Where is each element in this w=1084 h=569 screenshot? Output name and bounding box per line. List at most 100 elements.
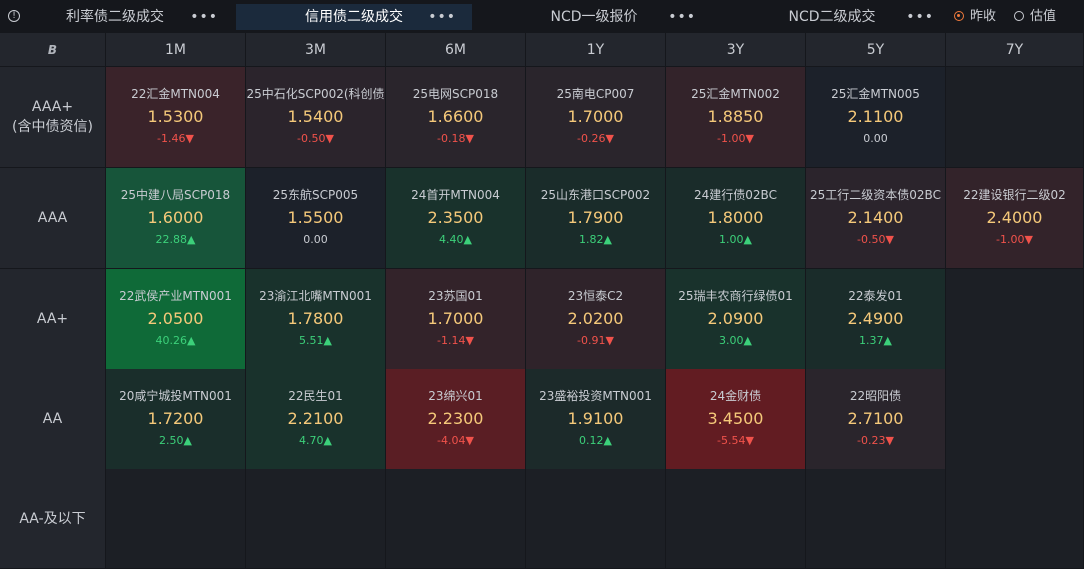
bond-name: 25中石化SCP002(科创债 xyxy=(246,87,385,101)
empty-cell xyxy=(946,369,1084,470)
bond-change: -1.46▼ xyxy=(157,132,194,145)
column-header-7y: 7Y xyxy=(946,33,1084,67)
bond-cell[interactable]: 22汇金MTN004 1.5300 -1.46▼ xyxy=(106,67,246,168)
bond-yield: 1.7000 xyxy=(567,107,624,126)
tab-ncd-secondary[interactable]: NCD二级成交 ••• xyxy=(714,4,950,30)
bond-name: 23苏国01 xyxy=(428,289,483,303)
radio-label: 估值 xyxy=(1030,9,1057,24)
row-header: AA-及以下 xyxy=(0,469,106,569)
bond-yield: 1.7000 xyxy=(427,309,484,328)
bond-yield: 1.8000 xyxy=(707,208,764,227)
bond-change: 1.37▲ xyxy=(859,334,892,347)
bond-name: 22民生01 xyxy=(288,389,343,403)
bond-name: 22武侯产业MTN001 xyxy=(119,289,232,303)
bond-logo-icon: B xyxy=(47,43,58,57)
bond-yield: 1.9100 xyxy=(567,409,624,428)
radio-valuation[interactable]: 估值 xyxy=(1014,8,1070,26)
bond-name: 24金财债 xyxy=(709,389,762,403)
radio-prev-close[interactable]: 昨收 xyxy=(954,8,1010,26)
empty-cell xyxy=(946,67,1084,168)
bond-cell[interactable]: 23渝江北嘴MTN001 1.7800 5.51▲ xyxy=(246,269,386,370)
bond-yield: 1.7900 xyxy=(567,208,624,227)
bond-yield: 1.6600 xyxy=(427,107,484,126)
bond-yield: 2.4900 xyxy=(847,309,904,328)
column-header-5y: 5Y xyxy=(806,33,946,67)
bond-cell[interactable]: 23苏国01 1.7000 -1.14▼ xyxy=(386,269,526,370)
more-options-icon[interactable]: ••• xyxy=(428,9,456,25)
more-options-icon[interactable]: ••• xyxy=(906,9,934,25)
tab-rate-bond-secondary[interactable]: 利率债二级成交 ••• xyxy=(26,4,234,30)
bond-yield: 1.7800 xyxy=(287,309,344,328)
bond-name: 25瑞丰农商行绿债01 xyxy=(678,289,793,303)
bond-change: -0.26▼ xyxy=(577,132,614,145)
bond-cell[interactable]: 25瑞丰农商行绿债01 2.0900 3.00▲ xyxy=(666,269,806,370)
more-options-icon[interactable]: ••• xyxy=(190,9,218,25)
bond-name: 25汇金MTN005 xyxy=(831,87,920,101)
bond-cell[interactable]: 25东航SCP005 1.5500 0.00 xyxy=(246,168,386,269)
bond-yield: 1.8850 xyxy=(707,107,764,126)
bond-name: 25东航SCP005 xyxy=(272,188,359,202)
bond-name: 23恒泰C2 xyxy=(567,289,624,303)
bond-name: 22昭阳债 xyxy=(849,389,902,403)
tab-label: NCD一级报价 xyxy=(550,9,638,25)
bond-name: 23渝江北嘴MTN001 xyxy=(259,289,372,303)
bond-change: 4.70▲ xyxy=(299,434,332,447)
empty-cell xyxy=(386,469,526,569)
bond-yield: 2.0200 xyxy=(567,309,624,328)
bond-yield: 2.0900 xyxy=(707,309,764,328)
more-options-icon[interactable]: ••• xyxy=(668,9,696,25)
bond-cell[interactable]: 24建行债02BC 1.8000 1.00▲ xyxy=(666,168,806,269)
bond-cell[interactable]: 25南电CP007 1.7000 -0.26▼ xyxy=(526,67,666,168)
bond-cell[interactable]: 22武侯产业MTN001 2.0500 40.26▲ xyxy=(106,269,246,370)
bond-cell[interactable]: 25汇金MTN002 1.8850 -1.00▼ xyxy=(666,67,806,168)
bond-yield: 1.5300 xyxy=(147,107,204,126)
bond-yield: 2.0500 xyxy=(147,309,204,328)
bond-yield: 2.2100 xyxy=(287,409,344,428)
column-header-6m: 6M xyxy=(386,33,526,67)
empty-cell xyxy=(246,469,386,569)
bond-cell[interactable]: 23恒泰C2 2.0200 -0.91▼ xyxy=(526,269,666,370)
bond-cell[interactable]: 23绵兴01 2.2300 -4.04▼ xyxy=(386,369,526,470)
bond-name: 24首开MTN004 xyxy=(411,188,500,202)
radio-selected-icon xyxy=(954,11,964,21)
bond-cell[interactable]: 25工行二级资本债02BC 2.1400 -0.50▼ xyxy=(806,168,946,269)
bond-cell[interactable]: 24首开MTN004 2.3500 4.40▲ xyxy=(386,168,526,269)
column-header-3y: 3Y xyxy=(666,33,806,67)
bond-name: 24建行债02BC xyxy=(694,188,777,202)
info-icon[interactable]: ! xyxy=(8,10,20,22)
bond-name: 22建设银行二级02 xyxy=(963,188,1066,202)
bond-cell[interactable]: 23盛裕投资MTN001 1.9100 0.12▲ xyxy=(526,369,666,470)
bond-cell[interactable]: 25山东港口SCP002 1.7900 1.82▲ xyxy=(526,168,666,269)
row-header: AAA xyxy=(0,168,106,269)
bond-change: 3.00▲ xyxy=(719,334,752,347)
tab-credit-bond-secondary[interactable]: 信用债二级成交 ••• xyxy=(236,4,472,30)
row-header: AA+ xyxy=(0,269,106,370)
bond-name: 23盛裕投资MTN001 xyxy=(539,389,652,403)
bond-change: -1.00▼ xyxy=(717,132,754,145)
bond-name: 25电网SCP018 xyxy=(412,87,499,101)
tab-label: 信用债二级成交 xyxy=(305,9,403,25)
empty-cell xyxy=(106,469,246,569)
bond-cell[interactable]: 25中建八局SCP018 1.6000 22.88▲ xyxy=(106,168,246,269)
bond-cell[interactable]: 20咸宁城投MTN001 1.7200 2.50▲ xyxy=(106,369,246,470)
bond-cell[interactable]: 25汇金MTN005 2.1100 0.00 xyxy=(806,67,946,168)
tab-label: NCD二级成交 xyxy=(788,9,876,25)
bond-name: 25汇金MTN002 xyxy=(691,87,780,101)
bond-change: -0.18▼ xyxy=(437,132,474,145)
tab-ncd-primary-quote[interactable]: NCD一级报价 ••• xyxy=(476,4,712,30)
bond-cell[interactable]: 22建设银行二级02 2.4000 -1.00▼ xyxy=(946,168,1084,269)
bond-cell[interactable]: 22昭阳债 2.7100 -0.23▼ xyxy=(806,369,946,470)
empty-cell xyxy=(946,469,1084,569)
bond-cell[interactable]: 25电网SCP018 1.6600 -0.18▼ xyxy=(386,67,526,168)
bond-name: 22汇金MTN004 xyxy=(131,87,220,101)
bond-change: 4.40▲ xyxy=(439,233,472,246)
bond-change: 0.00 xyxy=(863,132,888,145)
bond-cell[interactable]: 25中石化SCP002(科创债 1.5400 -0.50▼ xyxy=(246,67,386,168)
bond-cell[interactable]: 24金财债 3.4500 -5.54▼ xyxy=(666,369,806,470)
bond-cell[interactable]: 22泰发01 2.4900 1.37▲ xyxy=(806,269,946,370)
bond-yield: 2.1400 xyxy=(847,208,904,227)
bond-change: 1.82▲ xyxy=(579,233,612,246)
row-header: AA xyxy=(0,369,106,470)
bond-cell[interactable]: 22民生01 2.2100 4.70▲ xyxy=(246,369,386,470)
row-header: AAA+ (含中债资信) xyxy=(0,67,106,168)
